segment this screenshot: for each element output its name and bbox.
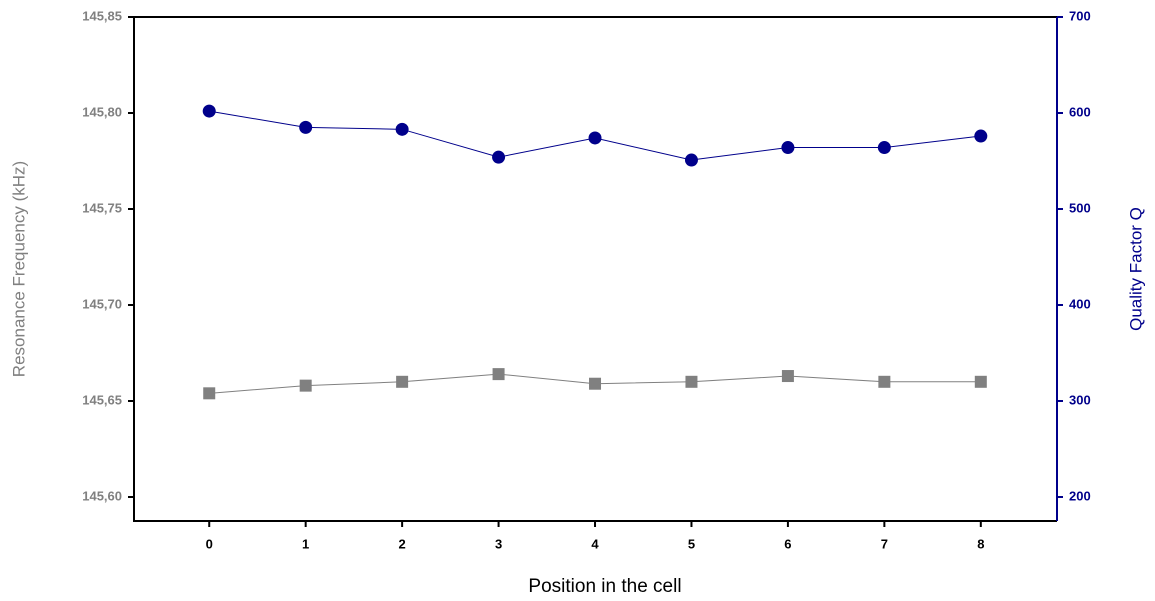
x-tick-label: 2	[399, 536, 406, 551]
y2-tick-label: 700	[1069, 8, 1091, 23]
axis-frame	[133, 16, 1057, 522]
marker	[974, 375, 987, 388]
y2-axis-title: Quality Factor Q	[1126, 207, 1145, 331]
x-tick-label: 4	[591, 536, 599, 551]
x-tick-label: 8	[977, 536, 984, 551]
y-tick-label: 145,85	[82, 8, 122, 23]
x-tick-label: 5	[688, 536, 695, 551]
marker	[395, 122, 409, 136]
marker	[781, 370, 794, 383]
y-axis-title: Resonance Frequency (kHz)	[9, 161, 28, 377]
marker	[781, 141, 795, 155]
x-tick-label: 6	[784, 536, 791, 551]
y-tick-label: 145,80	[82, 104, 122, 119]
x-tick-label: 3	[495, 536, 502, 551]
marker	[299, 120, 313, 134]
y-tick-label: 145,75	[82, 200, 122, 215]
marker	[492, 150, 506, 164]
y2-tick-label: 400	[1069, 296, 1091, 311]
y2-tick-label: 600	[1069, 104, 1091, 119]
marker	[396, 375, 409, 388]
x-tick-label: 7	[881, 536, 888, 551]
marker	[589, 377, 602, 390]
y-tick-label: 145,65	[82, 392, 122, 407]
marker	[492, 368, 505, 381]
x-tick-label: 0	[206, 536, 213, 551]
marker	[299, 379, 312, 392]
y2-tick-label: 300	[1069, 392, 1091, 407]
marker	[877, 141, 891, 155]
x-axis-title: Position in the cell	[528, 576, 681, 597]
marker	[588, 131, 602, 145]
marker	[203, 387, 216, 400]
y2-tick-label: 200	[1069, 488, 1091, 503]
marker	[684, 153, 698, 167]
y-tick-label: 145,70	[82, 296, 122, 311]
marker	[202, 104, 216, 118]
marker	[974, 129, 988, 143]
y-tick-label: 145,60	[82, 488, 122, 503]
marker	[878, 375, 891, 388]
y2-tick-label: 500	[1069, 200, 1091, 215]
x-tick-label: 1	[302, 536, 309, 551]
marker	[685, 375, 698, 388]
